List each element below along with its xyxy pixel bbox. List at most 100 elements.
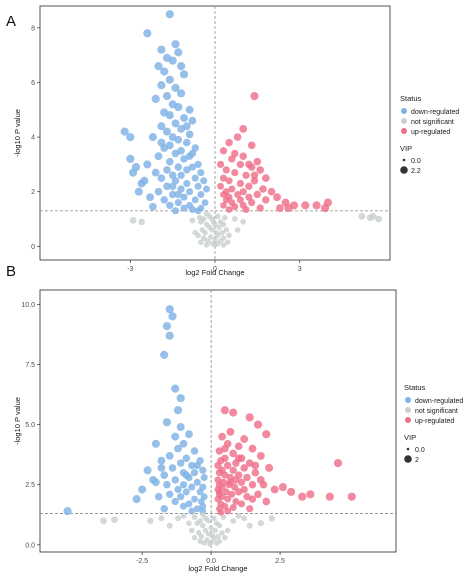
point-down-regulated-b-46 — [132, 495, 141, 504]
point-down-regulated-a-58 — [194, 182, 202, 190]
point-up-regulated-b-70 — [234, 454, 243, 463]
point-down-regulated-b-34 — [163, 480, 171, 489]
point-up-regulated-a-4 — [247, 141, 256, 150]
point-up-regulated-a-1 — [239, 125, 248, 133]
volcano-plot-a: A -3 0 3 0 2 4 6 8 log2 Fold Change -log10 P v… — [6, 5, 459, 277]
point-not-significant-a-23 — [200, 235, 207, 241]
point-not-significant-a-13 — [223, 227, 230, 233]
point-not-significant-b-28 — [158, 515, 165, 522]
point-down-regulated-b-59 — [193, 461, 201, 470]
x-tick-label-b-2: 2.5 — [275, 558, 285, 565]
point-up-regulated-a-18 — [225, 177, 233, 185]
point-not-significant-b-19 — [222, 534, 228, 541]
point-up-regulated-b-22 — [265, 463, 274, 472]
point-down-regulated-a-19 — [185, 105, 194, 114]
point-down-regulated-b-38 — [138, 485, 147, 494]
point-down-regulated-a-8 — [177, 62, 186, 71]
point-down-regulated-a-82 — [129, 168, 138, 177]
point-up-regulated-a-44 — [256, 204, 264, 212]
point-down-regulated-b-57 — [157, 464, 166, 472]
point-up-regulated-b-20 — [224, 461, 232, 470]
point-down-regulated-a-65 — [197, 191, 205, 198]
point-down-regulated-b-10 — [171, 432, 180, 441]
point-not-significant-b-26 — [213, 540, 220, 546]
points-a — [120, 10, 383, 248]
point-up-regulated-a-34 — [222, 196, 230, 204]
point-down-regulated-b-13 — [151, 439, 160, 448]
x-tick-label-b-0: -2.5 — [136, 558, 148, 565]
point-down-regulated-b-27 — [160, 471, 169, 479]
point-down-regulated-b-26 — [190, 469, 199, 477]
point-down-regulated-b-52 — [193, 505, 201, 513]
point-not-significant-b-30 — [111, 516, 118, 523]
point-up-regulated-b-62 — [217, 508, 225, 516]
point-down-regulated-b-55 — [188, 507, 196, 515]
point-up-regulated-b-75 — [215, 488, 223, 496]
point-not-significant-a-45 — [210, 219, 217, 225]
point-up-regulated-a-30 — [253, 190, 261, 199]
point-up-regulated-b-26 — [215, 469, 224, 477]
point-not-significant-b-6 — [194, 520, 201, 526]
point-down-regulated-a-30 — [148, 133, 157, 142]
volcano-plot-b: B -2.5 0.0 2.5 0.0 2.5 5.0 7.5 10.0 log2 Fold … — [6, 263, 463, 573]
panel-label-a: A — [6, 13, 16, 30]
x-axis-a: -3 0 3 — [127, 260, 302, 273]
point-up-regulated-a-38 — [248, 198, 256, 207]
point-up-regulated-b-44 — [222, 488, 230, 496]
point-down-regulated-b-60 — [63, 507, 72, 516]
point-down-regulated-b-23 — [199, 466, 207, 474]
legend-entry-down-a: down-regulated — [411, 109, 459, 116]
point-not-significant-a-17 — [219, 230, 225, 236]
point-down-regulated-a-64 — [169, 190, 177, 199]
point-not-significant-a-33 — [220, 242, 227, 248]
point-not-significant-b-45 — [191, 514, 198, 520]
point-down-regulated-a-45 — [188, 163, 197, 171]
point-up-regulated-a-16 — [219, 174, 228, 182]
y-axis-a: 0 2 4 6 8 — [31, 25, 40, 251]
legend-vip-title-a: VIP — [400, 144, 412, 153]
point-not-significant-b-18 — [191, 534, 198, 541]
point-not-significant-a-39 — [234, 227, 241, 233]
point-down-regulated-b-33 — [179, 481, 188, 489]
point-down-regulated-a-1 — [143, 29, 152, 38]
point-up-regulated-b-19 — [214, 461, 222, 470]
point-not-significant-a-34 — [129, 217, 137, 224]
point-not-significant-b-16 — [198, 533, 205, 540]
point-up-regulated-a-8 — [253, 157, 262, 166]
point-down-regulated-a-16 — [151, 94, 160, 103]
point-down-regulated-a-56 — [183, 179, 191, 188]
point-up-regulated-a-20 — [236, 179, 244, 188]
point-up-regulated-a-19 — [250, 177, 259, 185]
point-not-significant-a-44 — [369, 212, 377, 220]
point-up-regulated-a-28 — [220, 191, 227, 198]
point-not-significant-a-4 — [215, 213, 221, 220]
point-not-significant-a-25 — [205, 238, 211, 244]
point-down-regulated-a-15 — [162, 92, 172, 101]
y-tick-label-a-3: 6 — [31, 80, 35, 87]
legend-vip-large-b — [404, 455, 412, 463]
point-not-significant-a-35 — [138, 218, 145, 226]
point-up-regulated-b-66 — [306, 490, 315, 499]
point-not-significant-a-28 — [224, 239, 231, 245]
point-not-significant-b-40 — [246, 522, 253, 529]
point-down-regulated-b-3 — [165, 331, 174, 340]
y-tick-label-a-0: 0 — [31, 244, 35, 251]
point-down-regulated-b-2 — [162, 322, 171, 331]
y-tick-label-b-4: 10.0 — [21, 302, 35, 309]
point-up-regulated-b-0 — [220, 406, 229, 415]
point-up-regulated-a-26 — [239, 188, 247, 196]
point-not-significant-b-14 — [205, 531, 211, 537]
point-up-regulated-a-49 — [276, 204, 284, 213]
point-down-regulated-a-69 — [160, 196, 168, 204]
x-tick-label-b-1: 0.0 — [206, 558, 216, 565]
point-not-significant-b-4 — [211, 515, 217, 522]
point-down-regulated-a-91 — [174, 190, 182, 199]
point-not-significant-b-3 — [205, 518, 212, 524]
point-down-regulated-a-27 — [163, 127, 171, 136]
point-down-regulated-b-14 — [174, 444, 182, 453]
point-up-regulated-b-61 — [224, 507, 232, 515]
point-down-regulated-a-61 — [203, 185, 210, 193]
point-up-regulated-b-12 — [229, 449, 237, 458]
point-down-regulated-a-40 — [180, 155, 188, 163]
legend-swatch-down-b — [405, 397, 411, 403]
